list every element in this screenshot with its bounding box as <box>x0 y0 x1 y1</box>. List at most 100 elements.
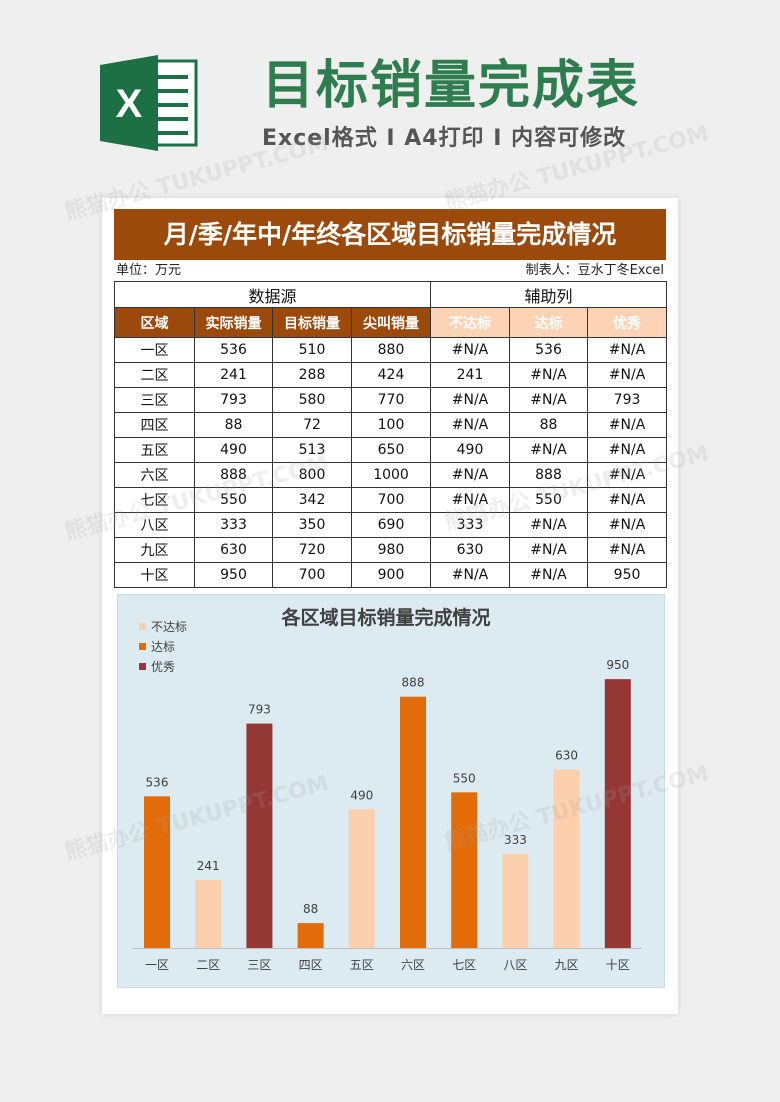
table-cell[interactable]: 288 <box>272 362 352 388</box>
table-cell[interactable]: 72 <box>272 412 352 438</box>
table-cell[interactable]: 800 <box>272 462 352 488</box>
table-cell[interactable]: 700 <box>350 487 432 513</box>
table-cell[interactable]: #N/A <box>587 337 668 363</box>
table-row: 九区 630 720 980 630 #N/A #N/A <box>114 537 668 563</box>
table-cell[interactable]: 900 <box>350 562 432 588</box>
table-cell[interactable]: #N/A <box>509 537 589 563</box>
col-header-meet[interactable]: 达标 <box>509 307 589 338</box>
table-cell[interactable]: 241 <box>430 362 511 388</box>
table-cell[interactable]: 630 <box>430 537 511 563</box>
x-tick-label: 二区 <box>196 958 220 972</box>
table-cell[interactable]: 490 <box>194 437 273 463</box>
chart-bar[interactable] <box>144 796 170 948</box>
table-cell[interactable]: #N/A <box>430 412 511 438</box>
table-cell[interactable]: 九区 <box>114 537 195 563</box>
col-header-stretch[interactable]: 尖叫销量 <box>350 307 432 338</box>
table-cell[interactable]: 536 <box>509 337 589 363</box>
table-cell[interactable]: 950 <box>194 562 273 588</box>
table-cell[interactable]: 四区 <box>114 412 195 438</box>
col-header-actual[interactable]: 实际销量 <box>194 307 273 338</box>
bar-data-label: 630 <box>555 749 578 763</box>
table-cell[interactable]: #N/A <box>587 512 668 538</box>
chart-bar[interactable] <box>400 696 426 948</box>
table-cell[interactable]: 六区 <box>114 462 195 488</box>
table-cell[interactable]: 一区 <box>114 337 195 363</box>
table-cell[interactable]: 793 <box>194 387 273 413</box>
table-cell[interactable]: #N/A <box>430 562 511 588</box>
table-cell[interactable]: #N/A <box>509 437 589 463</box>
excel-logo-icon: X <box>100 55 198 151</box>
col-header-excellent[interactable]: 优秀 <box>587 307 668 338</box>
chart-bar[interactable] <box>553 769 580 948</box>
table-cell[interactable]: 880 <box>350 337 432 363</box>
table-cell[interactable]: #N/A <box>587 537 668 563</box>
table-cell[interactable]: 八区 <box>114 512 195 538</box>
x-tick-label: 十区 <box>606 958 630 972</box>
table-cell[interactable]: 980 <box>350 537 432 563</box>
chart-bar[interactable] <box>502 853 529 948</box>
table-cell[interactable]: 五区 <box>114 437 195 463</box>
table-cell[interactable]: 950 <box>587 562 668 588</box>
chart-bar[interactable] <box>297 923 324 948</box>
table-cell[interactable]: 630 <box>194 537 273 563</box>
table-cell[interactable]: 333 <box>194 512 273 538</box>
table-cell[interactable]: 七区 <box>114 487 195 513</box>
table-cell[interactable]: 580 <box>272 387 352 413</box>
table-cell[interactable]: #N/A <box>430 462 511 488</box>
legend-label: 不达标 <box>151 620 187 634</box>
table-cell[interactable]: #N/A <box>430 387 511 413</box>
col-header-target[interactable]: 目标销量 <box>272 307 352 338</box>
chart-bar[interactable] <box>348 809 375 948</box>
chart-bar[interactable] <box>451 792 478 948</box>
unit-label: 单位：万元 <box>116 263 182 278</box>
sales-chart: 各区域目标销量完成情况 不达标 达标 优秀 536 一区 241 二区 793 三区 88 四区 49… <box>117 594 665 988</box>
table-cell[interactable]: 二区 <box>114 362 195 388</box>
sheet-title: 月/季/年中/年终各区域目标销量完成情况 <box>114 209 666 260</box>
table-cell[interactable]: 88 <box>509 412 589 438</box>
table-cell[interactable]: #N/A <box>587 362 668 388</box>
table-cell[interactable]: 770 <box>350 387 432 413</box>
table-cell[interactable]: #N/A <box>587 412 668 438</box>
table-cell[interactable]: 350 <box>272 512 352 538</box>
table-cell[interactable]: #N/A <box>509 362 589 388</box>
table-cell[interactable]: 700 <box>272 562 352 588</box>
table-cell[interactable]: 490 <box>430 437 511 463</box>
table-cell[interactable]: 100 <box>350 412 432 438</box>
legend-swatch <box>139 623 146 630</box>
bar-data-label: 793 <box>248 703 271 717</box>
chart-bar[interactable] <box>604 679 631 948</box>
table-cell[interactable]: 342 <box>272 487 352 513</box>
chart-title: 各区域目标销量完成情况 <box>280 606 490 629</box>
table-cell[interactable]: #N/A <box>587 462 668 488</box>
bar-data-label: 550 <box>453 771 476 785</box>
group-source-header: 数据源 <box>113 281 432 308</box>
table-cell[interactable]: 536 <box>194 337 273 363</box>
table-cell[interactable]: 793 <box>587 387 668 413</box>
table-cell[interactable]: 88 <box>194 412 273 438</box>
table-cell[interactable]: 720 <box>272 537 352 563</box>
table-cell[interactable]: 三区 <box>114 387 195 413</box>
table-cell[interactable]: #N/A <box>430 487 511 513</box>
bar-data-label: 241 <box>197 859 220 873</box>
table-cell[interactable]: 888 <box>194 462 273 488</box>
chart-bar[interactable] <box>246 723 273 948</box>
col-header-below[interactable]: 不达标 <box>430 307 511 338</box>
table-cell[interactable]: #N/A <box>587 487 668 513</box>
table-row: 五区 490 513 650 490 #N/A #N/A <box>114 437 668 463</box>
table-cell[interactable]: #N/A <box>509 512 589 538</box>
table-cell[interactable]: 424 <box>350 362 432 388</box>
table-cell[interactable]: #N/A <box>587 437 668 463</box>
table-cell[interactable]: 十区 <box>114 562 195 588</box>
table-cell[interactable]: #N/A <box>509 562 589 588</box>
table-cell[interactable]: 650 <box>350 437 432 463</box>
chart-bar[interactable] <box>195 879 222 948</box>
table-cell[interactable]: 1000 <box>350 462 432 488</box>
table-cell[interactable]: 241 <box>194 362 273 388</box>
group-helper-header: 辅助列 <box>430 281 668 308</box>
table-cell[interactable]: 550 <box>509 487 589 513</box>
table-cell[interactable]: 690 <box>350 512 432 538</box>
table-cell[interactable]: #N/A <box>430 337 511 363</box>
table-cell[interactable]: #N/A <box>509 387 589 413</box>
col-header-region[interactable]: 区域 <box>114 307 195 338</box>
table-cell[interactable]: 510 <box>272 337 352 363</box>
